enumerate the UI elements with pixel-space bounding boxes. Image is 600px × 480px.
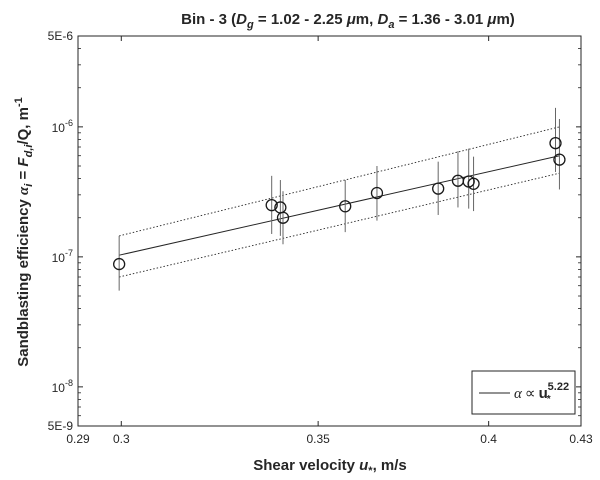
data-point xyxy=(549,136,562,150)
data-point xyxy=(553,153,566,166)
axis-ticks: 0.29 0.3 0.35 0.4 0.43 5E-9 5E-6 10-8 10-7 10-6 xyxy=(48,29,593,446)
x-tick-label: 0.3 xyxy=(113,432,130,446)
y-tick-label: 10-6 xyxy=(52,118,73,135)
x-tick-label: 0.4 xyxy=(480,432,497,446)
data-point xyxy=(432,182,445,195)
data-point xyxy=(265,198,278,212)
x-tick-label: 0.43 xyxy=(569,432,593,446)
data-point xyxy=(370,186,384,200)
plot-area xyxy=(77,35,582,427)
y-tick-label: 10-8 xyxy=(52,378,73,395)
chart-title: Bin - 3 (Dg = 1.02 - 2.25 μm, Da = 1.36 … xyxy=(181,11,515,31)
legend: α ∝ u*5.22 xyxy=(471,370,576,415)
x-tick-label: 0.29 xyxy=(66,432,90,446)
x-tick-label: 0.35 xyxy=(306,432,330,446)
data-point xyxy=(113,257,126,271)
y-tick-label: 10-7 xyxy=(52,248,73,265)
legend-label: α ∝ u*5.22 xyxy=(514,381,569,405)
y-axis-label: Sandblasting efficiency αi = Fd,i/Q, m-1 xyxy=(13,97,35,367)
y-tick-label: 5E-6 xyxy=(48,29,74,43)
data-point xyxy=(276,211,290,224)
y-tick-label: 5E-9 xyxy=(48,419,74,433)
data-points xyxy=(113,136,566,271)
data-point xyxy=(339,200,352,213)
data-point xyxy=(467,177,480,190)
x-axis-label: Shear velocity u*, m/s xyxy=(253,457,407,477)
